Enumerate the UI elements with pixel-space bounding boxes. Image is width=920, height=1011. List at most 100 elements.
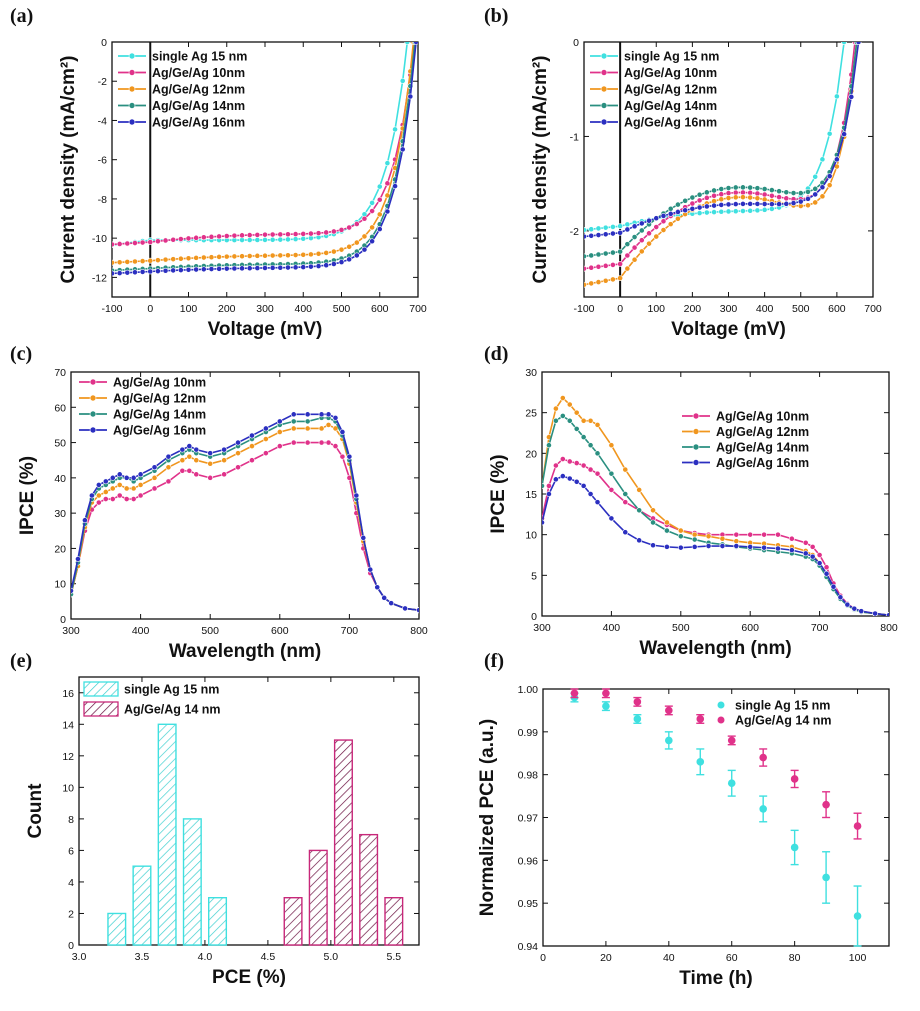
data-point: [747, 184, 754, 191]
data-point: [139, 268, 146, 275]
legend-label: Ag/Ge/Ag 14nm: [113, 408, 206, 422]
data-point: [116, 241, 123, 247]
data-point: [759, 805, 767, 813]
data-point: [844, 601, 851, 608]
y-tick-label: 20: [54, 543, 66, 555]
data-point: [249, 457, 255, 464]
data-point: [239, 253, 245, 260]
data-point: [677, 544, 684, 551]
data-point: [276, 429, 283, 435]
data-point: [249, 432, 255, 439]
data-point: [790, 843, 799, 852]
data-point: [304, 411, 311, 418]
data-point: [584, 281, 587, 288]
data-point: [285, 236, 291, 243]
legend-label: Ag/Ge/Ag 16nm: [716, 456, 809, 470]
data-point: [307, 263, 314, 270]
data-point: [595, 225, 602, 232]
data-point: [262, 436, 269, 442]
data-point: [675, 201, 681, 208]
data-point: [300, 251, 307, 258]
data-point: [689, 200, 696, 207]
data-point: [381, 594, 388, 601]
data-point: [622, 499, 629, 506]
data-point: [822, 873, 830, 882]
data-point: [617, 275, 624, 282]
y-tick-label: -6: [98, 155, 107, 167]
data-point: [132, 269, 138, 276]
data-point: [360, 534, 367, 541]
data-point: [546, 442, 552, 449]
data-point: [216, 233, 222, 240]
data-point: [552, 462, 559, 469]
data-point: [239, 265, 245, 272]
data-point: [682, 197, 689, 204]
panel-a: -100 0 100 200 300 400 500 600 700 -12 -10 -8 -6 -4 -2…: [10, 5, 427, 340]
data-point: [353, 492, 360, 499]
histogram-bar: [208, 897, 228, 946]
data-point: [346, 224, 353, 231]
data-point: [718, 202, 725, 208]
data-point: [584, 253, 587, 260]
data-point: [290, 411, 297, 418]
data-point: [754, 207, 761, 214]
data-point: [841, 131, 847, 138]
data-point: [285, 252, 291, 259]
data-point: [392, 183, 398, 189]
x-tick-label: 500: [201, 625, 219, 637]
data-point: [300, 230, 307, 237]
data-point: [802, 539, 809, 546]
data-point: [185, 255, 192, 262]
y-tick-label: 14: [62, 719, 74, 731]
data-point: [851, 605, 858, 612]
data-point: [318, 439, 325, 446]
data-point: [602, 250, 609, 257]
data-point: [193, 254, 200, 261]
data-point: [660, 227, 667, 233]
data-point: [633, 715, 642, 723]
data-point: [325, 439, 332, 446]
y-tick-label: 0: [60, 614, 66, 626]
y-tick-label: 10: [525, 530, 537, 542]
scatter-series: [570, 688, 862, 840]
data-point: [732, 194, 739, 201]
data-point: [719, 535, 726, 542]
data-point: [610, 276, 616, 283]
data-point: [116, 482, 123, 488]
data-point: [584, 265, 587, 272]
data-point: [116, 492, 123, 499]
y-tick-label: 0.94: [518, 941, 539, 953]
plot-frame: [542, 688, 890, 947]
data-point: [830, 583, 837, 590]
y-tick-label: 0.97: [518, 813, 539, 825]
data-point: [833, 93, 840, 100]
data-point: [338, 226, 345, 233]
data-point: [185, 266, 192, 273]
data-point: [177, 267, 184, 273]
data-point: [124, 258, 131, 265]
data-point: [165, 453, 172, 460]
x-tick-label: 80: [789, 952, 801, 964]
data-point: [552, 417, 559, 424]
data-point: [665, 736, 673, 745]
data-point: [703, 189, 710, 196]
data-point: [624, 226, 631, 233]
series-line: [71, 424, 419, 611]
data-point: [179, 467, 186, 474]
data-point: [823, 564, 830, 571]
data-point: [307, 230, 314, 237]
data-point: [235, 450, 241, 457]
data-point: [102, 496, 109, 502]
data-point: [602, 689, 610, 698]
series-group: [584, 42, 858, 272]
data-point: [665, 706, 673, 715]
data-point: [307, 251, 314, 258]
data-point: [610, 224, 616, 230]
y-tick-label: 15: [525, 489, 537, 501]
data-point: [170, 256, 177, 263]
data-point: [552, 405, 559, 412]
data-point: [677, 533, 684, 540]
data-point: [727, 779, 736, 788]
data-point: [384, 180, 391, 187]
data-point: [667, 205, 674, 212]
